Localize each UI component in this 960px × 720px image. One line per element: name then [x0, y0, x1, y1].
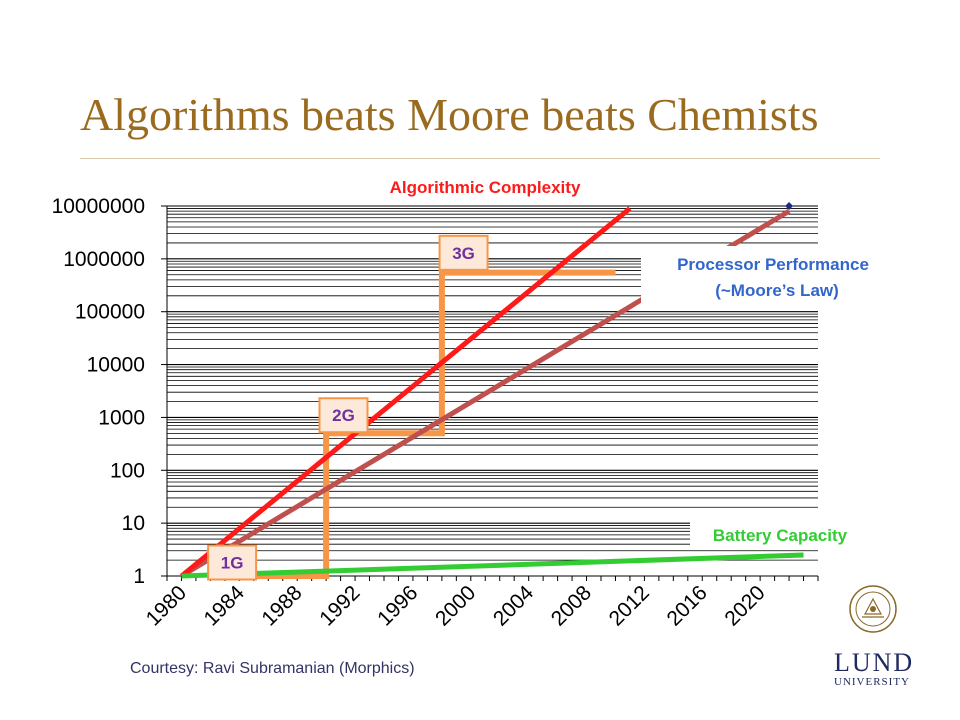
- y-tick-label: 100000: [75, 301, 145, 324]
- x-tick-label: 2012: [605, 581, 654, 630]
- y-tick-label: 10000: [87, 354, 145, 377]
- y-tick-label: 1000: [98, 406, 145, 429]
- slide-title: Algorithms beats Moore beats Chemists: [80, 89, 819, 140]
- series-label-battery: Battery Capacity: [713, 526, 848, 545]
- generation-boxes: 1G 2G 3G: [207, 234, 489, 581]
- generation-label: 3G: [452, 244, 475, 263]
- title-divider: [80, 158, 880, 159]
- y-tick-label: 10: [122, 512, 145, 535]
- y-tick-label: 100: [110, 459, 145, 482]
- x-tick-label: 2008: [547, 581, 596, 630]
- generation-box: [207, 544, 258, 581]
- y-tick-label: 1000000: [63, 248, 145, 271]
- series-label-processor-line1: Processor Performance: [677, 255, 869, 274]
- data-point-marker: [785, 202, 794, 210]
- series-labels: Algorithmic Complexity Processor Performa…: [390, 178, 903, 548]
- courtesy-note: Courtesy: Ravi Subramanian (Morphics): [130, 660, 415, 677]
- generation-box: [318, 397, 369, 434]
- generation-label: 1G: [221, 554, 244, 573]
- generation-box: [438, 234, 489, 271]
- label-background: [641, 246, 903, 308]
- lund-university-logo: LUND UNIVERSITY: [834, 580, 924, 690]
- x-tick-label: 1988: [257, 581, 306, 630]
- label-background: [690, 522, 870, 548]
- series-line: [179, 206, 632, 578]
- series-line: [181, 552, 804, 579]
- generation-label: 2G: [332, 406, 355, 425]
- x-tick-label: 2004: [489, 581, 539, 631]
- x-tick-label: 1992: [315, 581, 364, 630]
- x-tick-label: 1980: [142, 581, 191, 630]
- x-tick-label: 1984: [200, 581, 250, 631]
- series-label-algorithmic: Algorithmic Complexity: [390, 178, 581, 197]
- lund-university-seal-icon: [849, 585, 897, 633]
- logo-subname: UNIVERSITY: [834, 676, 910, 688]
- x-tick-label: 1996: [373, 581, 422, 630]
- x-tick-label: 2000: [431, 581, 480, 630]
- x-tick-label: 2020: [720, 581, 769, 630]
- y-tick-label: 10000000: [52, 195, 145, 218]
- y-tick-label: 1: [133, 565, 145, 588]
- series-line: [224, 269, 616, 579]
- series-label-processor-line2: (~Moore’s Law): [715, 281, 839, 300]
- logo-name: LUND: [834, 648, 915, 677]
- x-tick-label: 2016: [663, 581, 712, 630]
